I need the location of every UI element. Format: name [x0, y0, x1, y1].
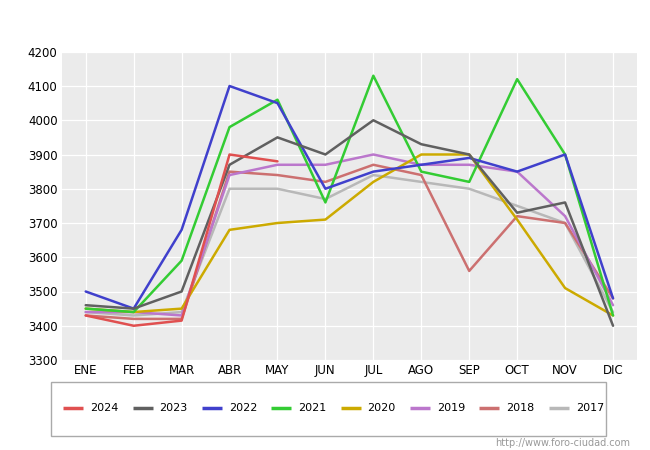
Text: 2022: 2022 — [229, 403, 257, 414]
Text: 2021: 2021 — [298, 403, 326, 414]
Text: 2018: 2018 — [506, 403, 534, 414]
Text: 2020: 2020 — [367, 403, 396, 414]
Text: 2017: 2017 — [576, 403, 604, 414]
Text: Afiliados en Vandellòs i l'Hospitalet de l'Infant a 31/5/2024: Afiliados en Vandellòs i l'Hospitalet de… — [111, 16, 539, 32]
Text: 2019: 2019 — [437, 403, 465, 414]
FancyBboxPatch shape — [51, 382, 606, 436]
Text: http://www.foro-ciudad.com: http://www.foro-ciudad.com — [495, 438, 630, 448]
Text: 2024: 2024 — [90, 403, 118, 414]
Text: 2023: 2023 — [159, 403, 188, 414]
